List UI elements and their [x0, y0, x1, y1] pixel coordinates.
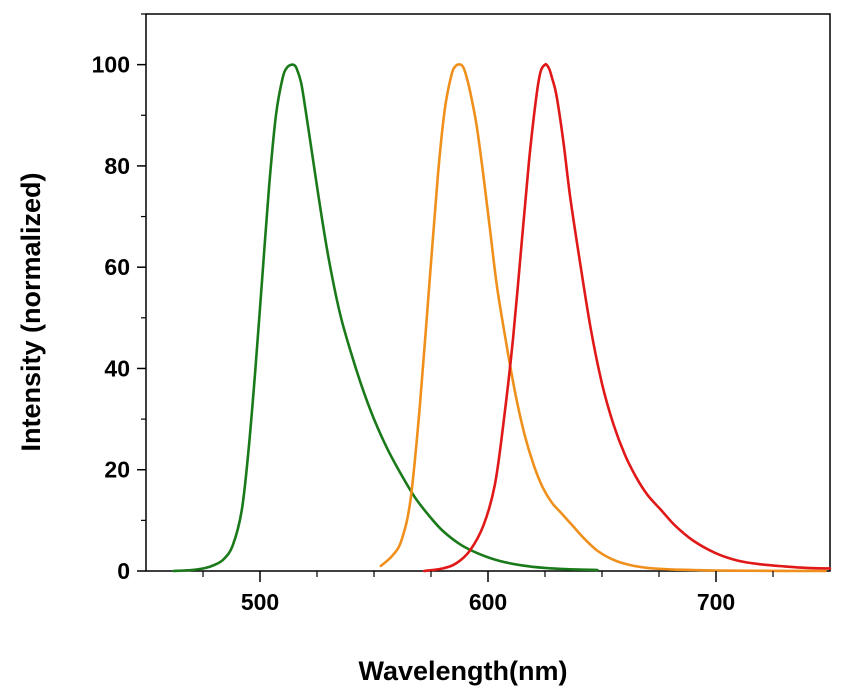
- y-tick-label: 40: [104, 355, 130, 381]
- y-tick-label: 60: [104, 254, 130, 280]
- plot-frame: [145, 13, 831, 572]
- series-line-green-emission: [172, 63, 599, 573]
- series-layer: [172, 62, 832, 573]
- x-axis-title: Wavelength(nm): [359, 656, 568, 686]
- y-tick-label: 20: [104, 457, 130, 483]
- x-tick-label: 600: [469, 589, 507, 615]
- tick-layer: 500 600 700 0 20 40 60 80 100: [92, 13, 774, 615]
- y-axis-title: Intensity (normalized): [16, 172, 46, 451]
- y-tick-label: 100: [92, 52, 130, 78]
- y-tick-label: 80: [104, 153, 130, 179]
- y-tick-label: 0: [117, 558, 130, 584]
- x-tick-label: 700: [697, 589, 735, 615]
- series-line-red-emission: [422, 62, 832, 573]
- x-tick-label: 500: [241, 589, 279, 615]
- series-line-orange-emission: [379, 63, 827, 573]
